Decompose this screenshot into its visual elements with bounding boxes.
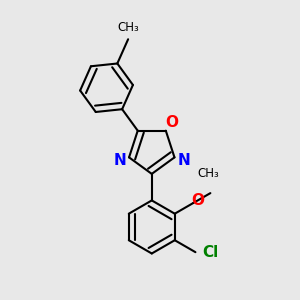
Text: N: N [178,153,190,168]
Text: O: O [191,193,204,208]
Text: Cl: Cl [202,245,219,260]
Text: CH₃: CH₃ [117,21,139,34]
Text: CH₃: CH₃ [198,167,220,180]
Text: N: N [113,153,126,168]
Text: O: O [165,115,178,130]
